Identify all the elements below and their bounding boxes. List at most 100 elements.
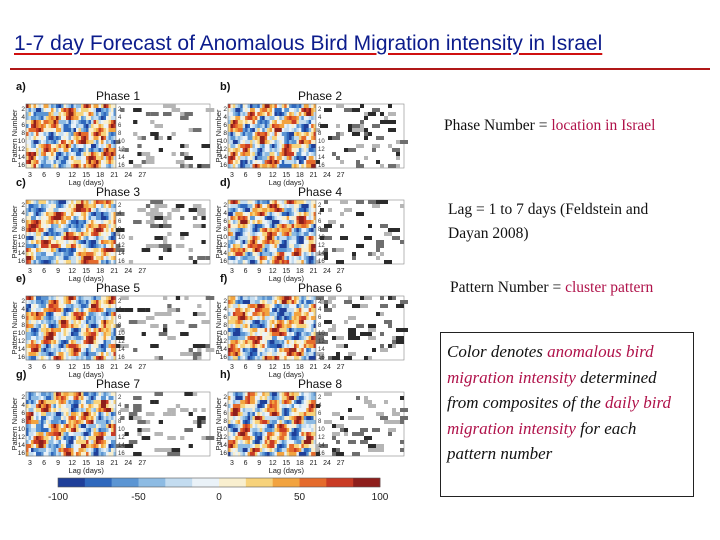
- heatmap-cell: [28, 296, 32, 301]
- sparse-ytick-label: 4: [318, 115, 322, 121]
- heatmap-cell: [262, 344, 266, 349]
- heatmap-cell: [294, 356, 297, 361]
- heatmap-cell: [308, 408, 312, 413]
- heatmap-cell: [98, 392, 102, 397]
- heatmap-cell: [53, 416, 57, 421]
- heatmap-cell: [53, 124, 57, 129]
- heatmap-cell: [36, 108, 39, 113]
- heatmap-cell: [43, 224, 47, 229]
- heatmap-cell: [284, 328, 288, 333]
- heatmap-cell: [26, 244, 29, 249]
- heatmap-cell: [91, 224, 94, 229]
- heatmap-cell: [257, 136, 261, 141]
- heatmap-cell: [53, 424, 57, 429]
- heatmap-cell: [264, 344, 268, 349]
- heatmap-cell: [272, 428, 275, 433]
- sparse-cell: [364, 236, 372, 240]
- heatmap-cell: [262, 396, 266, 401]
- heatmap-cell: [26, 452, 29, 457]
- heatmap-cell: [296, 216, 300, 221]
- heatmap-cell: [306, 216, 310, 221]
- heatmap-cell: [101, 428, 104, 433]
- heatmap-cell: [232, 416, 236, 421]
- heatmap-cell: [294, 260, 297, 265]
- heatmap-cell: [252, 352, 256, 357]
- heatmap-cell: [76, 252, 79, 257]
- heatmap-cell: [313, 296, 317, 301]
- heatmap-cell: [108, 316, 112, 321]
- sparse-ytick-label: 14: [318, 251, 325, 257]
- heatmap-cell: [247, 332, 251, 337]
- heatmap-cell: [247, 212, 251, 217]
- heatmap-cell: [28, 152, 32, 157]
- heatmap-cell: [242, 328, 246, 333]
- heatmap-cell: [96, 300, 99, 305]
- heatmap-cell: [26, 412, 29, 417]
- heatmap-cell: [289, 108, 292, 113]
- heatmap-cell: [41, 432, 44, 437]
- heatmap-cell: [71, 128, 74, 133]
- heatmap-cell: [240, 420, 244, 425]
- heatmap-cell: [252, 400, 256, 405]
- heatmap-cell: [113, 352, 117, 357]
- heatmap-cell: [264, 404, 268, 409]
- heatmap-cell: [291, 244, 295, 249]
- heatmap-cell: [93, 260, 97, 265]
- heatmap-cell: [36, 260, 39, 265]
- heatmap-cell: [91, 296, 94, 301]
- heatmap-cell: [286, 208, 290, 213]
- heatmap-cell: [63, 144, 67, 149]
- heatmap-cell: [101, 320, 104, 325]
- sparse-cell: [167, 136, 172, 140]
- heatmap-cell: [103, 444, 107, 449]
- heatmap-cell: [53, 316, 57, 321]
- heatmap-cell: [58, 140, 62, 145]
- heatmap-cell: [306, 424, 310, 429]
- heatmap-cell: [68, 300, 72, 305]
- heatmap-cell: [38, 160, 42, 165]
- heatmap-cell: [294, 256, 297, 261]
- heatmap-cell: [93, 452, 97, 457]
- heatmap-cell: [252, 236, 256, 241]
- heatmap-cell: [257, 200, 261, 205]
- heatmap-cell: [26, 340, 29, 345]
- heatmap-cell: [259, 324, 263, 329]
- heatmap-cell: [81, 136, 84, 141]
- sparse-cell: [137, 308, 146, 312]
- heatmap-cell: [230, 244, 234, 249]
- heatmap-cell: [274, 352, 278, 357]
- heatmap-cell: [291, 412, 295, 417]
- heatmap-cell: [56, 112, 59, 117]
- heatmap-cell: [68, 344, 72, 349]
- heatmap-cell: [26, 344, 29, 349]
- heatmap-cell: [76, 108, 79, 113]
- heatmap-cell: [48, 132, 52, 137]
- sparse-cell: [388, 324, 392, 328]
- heatmap-cell: [71, 344, 74, 349]
- heatmap-cell: [228, 332, 231, 337]
- heatmap-cell: [269, 300, 273, 305]
- xtick-label: 21: [310, 172, 318, 179]
- heatmap-cell: [252, 344, 256, 349]
- heatmap-cell: [237, 260, 241, 265]
- heatmap-cell: [294, 136, 297, 141]
- heatmap-cell: [242, 416, 246, 421]
- heatmap-cell: [252, 200, 256, 205]
- sparse-cell: [324, 300, 328, 304]
- heatmap-cell: [257, 204, 261, 209]
- heatmap-cell: [311, 204, 314, 209]
- sparse-cell: [348, 296, 352, 300]
- heatmap-cell: [235, 216, 239, 221]
- heatmap-cell: [284, 300, 288, 305]
- sparse-cell: [180, 112, 185, 116]
- heatmap-cell: [245, 220, 248, 225]
- heatmap-cell: [38, 332, 42, 337]
- heatmap-cell: [286, 204, 290, 209]
- heatmap-cell: [250, 124, 253, 129]
- heatmap-cell: [36, 408, 39, 413]
- heatmap-cell: [301, 156, 305, 161]
- heatmap-cell: [296, 252, 300, 257]
- heatmap-cell: [96, 140, 99, 145]
- heatmap-cell: [73, 248, 77, 253]
- heatmap-cell: [48, 108, 52, 113]
